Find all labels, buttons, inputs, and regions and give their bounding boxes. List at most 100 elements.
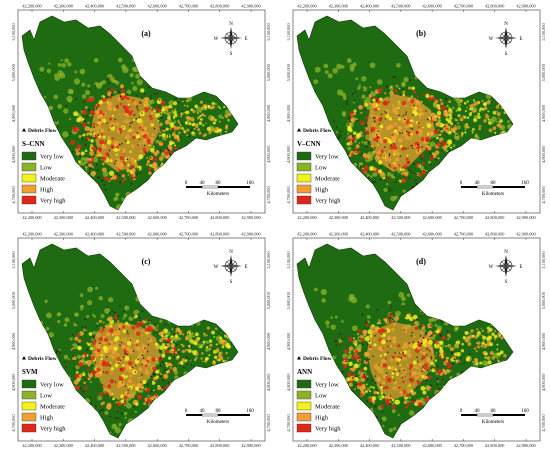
x-tick-label-top: 42,200,000 [297, 232, 316, 238]
scale-unit-label: Kilometers [482, 420, 504, 425]
x-tick-label-bottom: 42,700,000 [179, 443, 198, 449]
scale-tick-label: 160 [246, 181, 254, 186]
x-tick-label-bottom: 42,300,000 [54, 443, 73, 449]
y-tick-label-right: 5,000,000 [541, 292, 547, 309]
y-tick-label-right: 4,700,000 [541, 186, 547, 203]
y-tick-label-left: 4,700,000 [286, 186, 292, 203]
x-tick-label-top: 42,800,000 [485, 4, 504, 10]
x-tick-label-bottom: 42,300,000 [329, 443, 348, 449]
y-tick-label-right: 4,900,000 [541, 105, 547, 122]
compass-south-label: S [505, 52, 508, 57]
compass-west-label: W [214, 265, 219, 270]
compass-south-label: S [230, 52, 233, 57]
legend-label: Very high [40, 198, 66, 205]
y-tick-label-left: 4,900,000 [286, 105, 292, 122]
scale-bar [186, 413, 250, 417]
scale-tick-label: 0 [460, 181, 463, 186]
scale-tick-label: 80 [491, 181, 497, 186]
legend-label: Low [40, 165, 52, 172]
y-tick-label-left: 4,800,000 [286, 146, 292, 163]
scale-tick-label: 160 [521, 409, 529, 414]
x-tick-label-top: 42,600,000 [422, 4, 441, 10]
map-svg: 42,200,000 42,200,000 42,300,000 42,300,000… [11, 232, 272, 450]
y-tick-label-right: 4,800,000 [541, 146, 547, 163]
scale-tick-label: 0 [185, 409, 188, 414]
legend-label: Moderate [40, 404, 65, 411]
x-tick-label-bottom: 42,400,000 [360, 443, 379, 449]
scale-tick-label: 40 [475, 181, 481, 186]
legend-label: High [315, 187, 329, 194]
x-tick-label-top: 42,500,000 [391, 4, 410, 10]
y-tick-label-left: 4,700,000 [286, 414, 292, 431]
x-tick-label-top: 42,200,000 [297, 4, 316, 10]
legend-label: Low [40, 393, 52, 400]
y-tick-label-right: 4,800,000 [541, 374, 547, 391]
x-tick-label-bottom: 42,800,000 [210, 215, 229, 221]
y-tick-label-right: 4,800,000 [266, 146, 272, 163]
map-svg: 42,200,000 42,200,000 42,300,000 42,300,000… [286, 232, 547, 450]
model-name: S–CNN [22, 140, 45, 148]
y-tick-label-left: 4,800,000 [11, 146, 17, 163]
scale-tick-label: 0 [185, 181, 188, 186]
legend-swatch [296, 162, 312, 172]
scale-bar [461, 413, 525, 417]
compass-east-label: E [244, 37, 247, 42]
y-tick-label-right: 4,900,000 [266, 333, 272, 350]
compass-icon [220, 255, 242, 277]
compass-west-label: W [489, 37, 494, 42]
x-tick-label-bottom: 42,400,000 [85, 215, 104, 221]
compass-east-label: E [519, 265, 522, 270]
x-tick-label-bottom: 42,900,000 [241, 443, 260, 449]
x-tick-label-top: 42,700,000 [179, 232, 198, 238]
legend-swatch [21, 423, 37, 433]
scale-unit-label: Kilometers [482, 192, 504, 197]
legend-label: High [40, 187, 54, 194]
x-tick-label-bottom: 42,300,000 [329, 215, 348, 221]
scale-tick-label: 40 [200, 409, 206, 414]
x-tick-label-top: 42,400,000 [360, 232, 379, 238]
legend-swatch [21, 162, 37, 172]
x-tick-label-bottom: 42,500,000 [116, 215, 135, 221]
x-tick-label-bottom: 42,600,000 [147, 215, 166, 221]
x-tick-label-top: 42,700,000 [454, 232, 473, 238]
map-panel-d: 42,200,000 42,200,000 42,300,000 42,300,000… [275, 228, 550, 455]
x-tick-label-bottom: 42,600,000 [147, 443, 166, 449]
x-tick-label-bottom: 42,900,000 [516, 215, 535, 221]
x-tick-label-top: 42,400,000 [85, 232, 104, 238]
y-tick-label-left: 5,100,000 [11, 251, 17, 268]
x-tick-label-top: 42,800,000 [210, 232, 229, 238]
x-tick-label-bottom: 42,200,000 [22, 215, 41, 221]
legend-label: Very high [40, 426, 66, 433]
x-tick-label-top: 42,300,000 [329, 232, 348, 238]
y-tick-label-left: 4,900,000 [11, 105, 17, 122]
y-tick-label-right: 4,900,000 [266, 105, 272, 122]
x-tick-label-bottom: 42,900,000 [241, 215, 260, 221]
legend-label: Very high [315, 198, 341, 205]
y-tick-label-right: 4,700,000 [541, 414, 547, 431]
debris-flow-legend-label: Debris Flow [28, 128, 57, 134]
map-svg: 42,200,000 42,200,000 42,300,000 42,300,000… [286, 4, 547, 222]
scale-tick-label: 40 [200, 181, 206, 186]
y-tick-label-right: 4,700,000 [266, 414, 272, 431]
x-tick-label-bottom: 42,900,000 [516, 443, 535, 449]
y-tick-label-right: 5,000,000 [266, 292, 272, 309]
scale-tick-label: 160 [521, 181, 529, 186]
y-tick-label-right: 4,900,000 [541, 333, 547, 350]
panel-letter: (a) [141, 29, 151, 38]
x-tick-label-top: 42,900,000 [516, 4, 535, 10]
legend-swatch [296, 173, 312, 183]
y-tick-label-left: 4,900,000 [11, 333, 17, 350]
y-tick-label-left: 4,700,000 [11, 414, 17, 431]
compass-icon [495, 27, 517, 49]
legend-swatch [296, 195, 312, 205]
compass-west-label: W [489, 265, 494, 270]
y-tick-label-right: 5,100,000 [266, 23, 272, 40]
legend-swatch [296, 379, 312, 389]
scale-bar [186, 185, 250, 189]
x-tick-label-top: 42,700,000 [179, 4, 198, 10]
legend-label: Low [315, 393, 327, 400]
x-tick-label-bottom: 42,600,000 [422, 215, 441, 221]
legend-label: Moderate [40, 176, 65, 183]
compass-west-label: W [214, 37, 219, 42]
x-tick-label-bottom: 42,500,000 [116, 443, 135, 449]
